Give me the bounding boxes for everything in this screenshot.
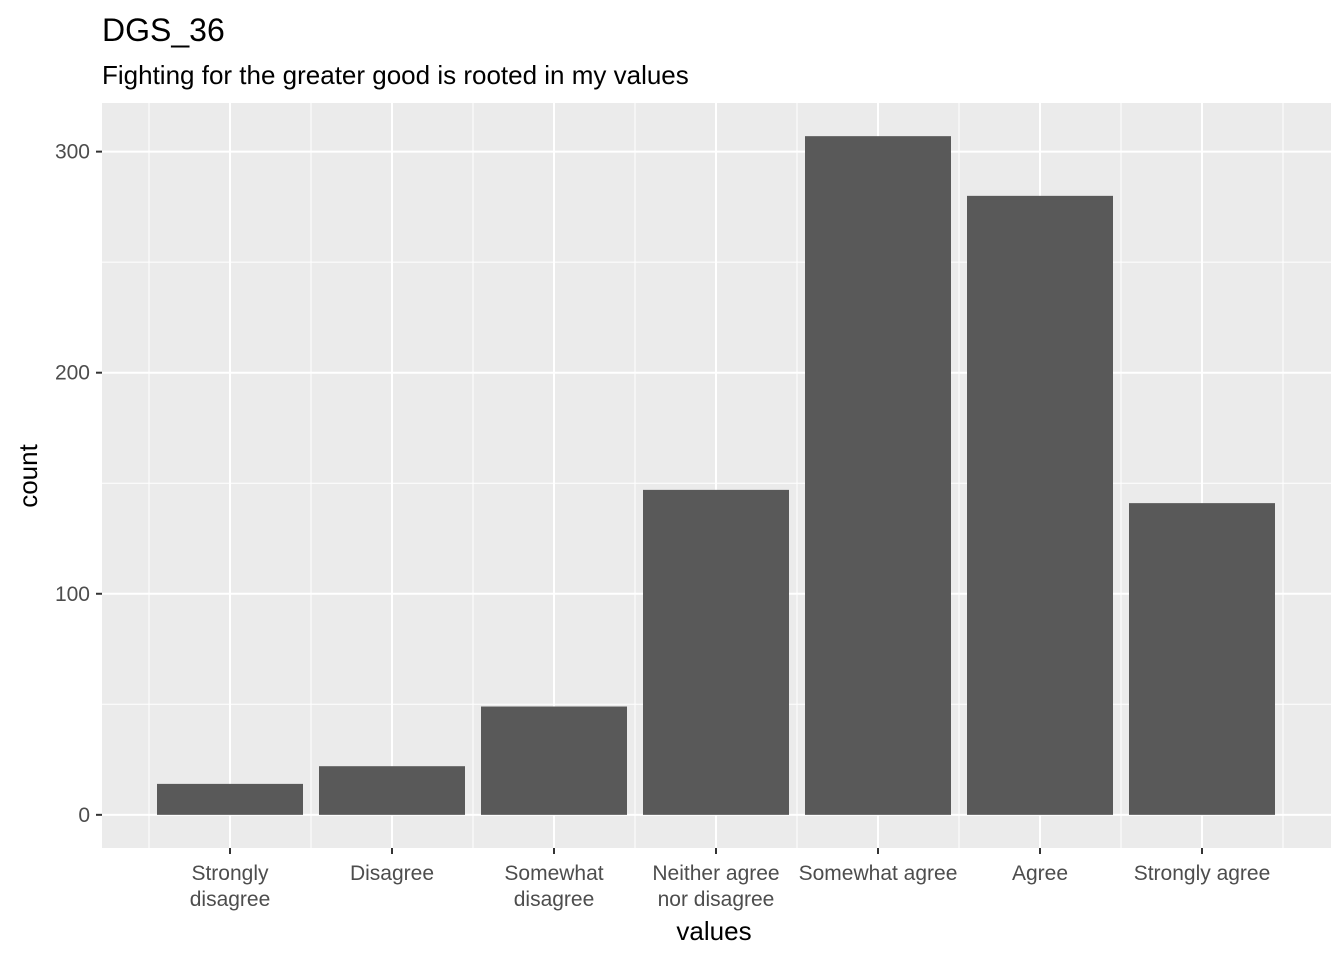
bar (1129, 503, 1275, 815)
y-tick-label: 0 (78, 804, 90, 827)
y-axis: 0 100 200 300 (55, 141, 102, 827)
x-axis-title: values (676, 916, 751, 946)
x-tick-label: Neither agree nor disagree (652, 862, 779, 911)
y-tick-label: 200 (55, 362, 90, 385)
chart-subtitle: Fighting for the greater good is rooted … (102, 60, 689, 90)
bar (967, 195, 1113, 815)
bars (157, 136, 1275, 815)
x-tick-label-line: Strongly (191, 862, 269, 885)
y-axis-title: count (13, 443, 43, 507)
x-tick-label: Disagree (350, 862, 434, 885)
chart-title: DGS_36 (102, 12, 225, 48)
x-tick-label-line: Strongly agree (1134, 862, 1271, 885)
y-tick-label: 300 (55, 141, 90, 164)
x-tick-label-line: nor disagree (658, 888, 775, 911)
bar (643, 489, 789, 815)
bar (157, 783, 303, 815)
bar (805, 136, 951, 815)
x-axis: Strongly disagree Disagree Somewhat disagree… (190, 848, 1271, 911)
x-tick-label-line: Disagree (350, 862, 434, 885)
x-tick-label: Agree (1012, 862, 1068, 885)
x-tick-label: Somewhat agree (799, 862, 958, 885)
x-tick-label-line: Neither agree (652, 862, 779, 885)
bar (481, 706, 627, 815)
x-tick-label-line: Agree (1012, 862, 1068, 885)
x-tick-label-line: Somewhat (504, 862, 603, 885)
x-tick-label-line: Somewhat agree (799, 862, 958, 885)
x-tick-label: Somewhat disagree (504, 862, 603, 911)
x-tick-label: Strongly agree (1134, 862, 1271, 885)
x-tick-label-line: disagree (514, 888, 595, 911)
bar (319, 766, 465, 815)
y-tick-label: 100 (55, 583, 90, 606)
x-tick-label: Strongly disagree (190, 862, 271, 911)
x-tick-label-line: disagree (190, 888, 271, 911)
